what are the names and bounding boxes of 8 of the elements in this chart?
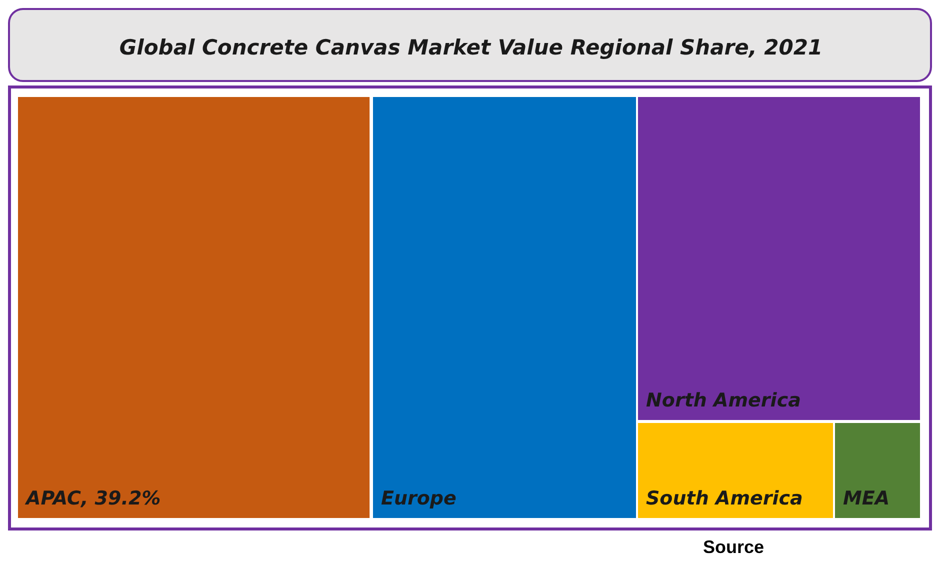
text: Global Concrete Canvas Market Value Regional Share, 2021 bbox=[119, 36, 823, 60]
category-label: MEA bbox=[843, 488, 890, 510]
category-label: South America bbox=[646, 488, 803, 510]
category-label: North America bbox=[646, 390, 801, 412]
text: Source bbox=[702, 537, 764, 557]
data-label: , 39.2% bbox=[80, 488, 161, 510]
category-label: APAC bbox=[24, 488, 82, 510]
category-label: Europe bbox=[381, 488, 457, 510]
